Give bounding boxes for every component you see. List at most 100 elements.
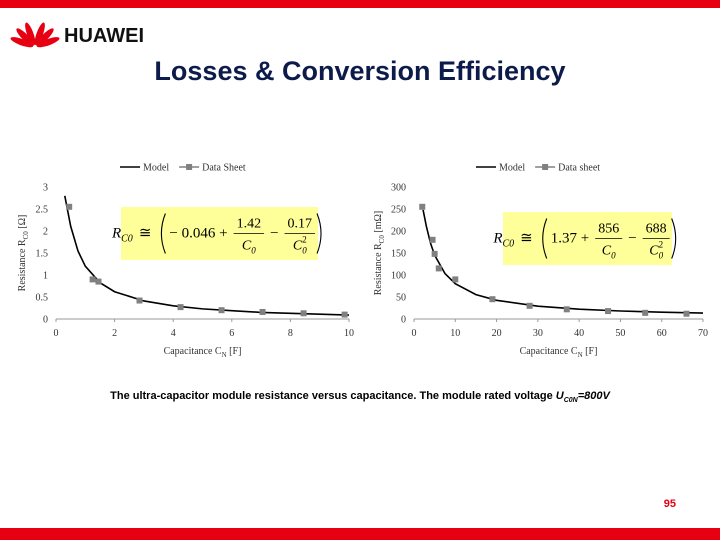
data-point <box>431 250 438 257</box>
x-tick-label: 8 <box>288 328 293 339</box>
data-point <box>218 307 225 314</box>
legend-marker <box>542 164 549 170</box>
x-label-text: Capacitance C <box>520 346 578 357</box>
x-tick-label: 4 <box>171 328 176 339</box>
x-tick-label: 50 <box>615 328 625 339</box>
logo-petals <box>10 22 60 48</box>
formula-frac1-den: C <box>602 244 612 259</box>
caption-symbol-sub: C0N <box>564 397 579 404</box>
page-number: 95 <box>664 498 676 510</box>
data-point <box>435 265 442 272</box>
data-point <box>429 236 436 243</box>
data-point <box>177 304 184 311</box>
x-tick-label: 0 <box>54 328 59 339</box>
formula-paren-right <box>671 218 677 259</box>
caption-suffix: =800V <box>578 390 612 402</box>
formula-frac1-den-sub: 0 <box>611 251 616 261</box>
formula-op: − <box>270 226 278 242</box>
data-point <box>683 310 690 317</box>
y-tick-label: 150 <box>391 249 406 260</box>
x-tick-label: 60 <box>657 328 667 339</box>
legend-label: Model <box>499 163 525 174</box>
y-label-text: Resistance R <box>17 239 28 291</box>
formula-frac2-den-sub: 0 <box>302 246 307 256</box>
data-point <box>341 311 348 318</box>
formula-paren-right <box>316 213 322 254</box>
formula-frac2-den: C <box>293 239 303 254</box>
formula-frac1-num: 1.42 <box>237 217 262 232</box>
x-tick-label: 70 <box>698 328 708 339</box>
formula-rel: ≅ <box>139 226 152 242</box>
formula-frac1-num: 856 <box>598 222 619 237</box>
data-point <box>136 297 143 304</box>
logo-text: HUAWEI <box>64 25 144 47</box>
formula-paren-left <box>542 218 548 259</box>
x-tick-label: 10 <box>450 328 460 339</box>
data-point <box>300 310 307 317</box>
x-tick-label: 10 <box>344 328 354 339</box>
data-point <box>642 309 649 316</box>
data-point <box>489 296 496 303</box>
y-tick-label: 0.5 <box>36 293 49 304</box>
x-tick-label: 40 <box>574 328 584 339</box>
y-label: Resistance RC0 [Ω] <box>17 215 30 292</box>
data-point <box>95 278 102 285</box>
x-label-sub: N <box>578 351 583 359</box>
data-point <box>419 203 426 210</box>
caption-text: The ultra-capacitor module resistance ve… <box>110 390 556 402</box>
formula-rel: ≅ <box>520 231 533 247</box>
legend-marker <box>186 164 193 170</box>
formula-const: − 0.046 + <box>169 226 227 242</box>
formula-const: 1.37 + <box>551 231 589 247</box>
data-point <box>563 306 570 313</box>
formula-frac1-den: C <box>242 239 252 254</box>
y-tick-label: 2 <box>43 227 48 238</box>
data-point <box>89 276 96 283</box>
y-tick-label: 200 <box>391 227 406 238</box>
formula-lhs-sub: C0 <box>121 234 133 245</box>
x-label-sub: N <box>222 351 227 359</box>
formula: R C0 ≅ − 0.046 +1.42C 0−0.17C 02 <box>111 213 322 256</box>
x-tick-label: 6 <box>229 328 234 339</box>
top-bar <box>0 0 720 8</box>
legend-label: Data sheet <box>558 163 600 174</box>
y-label-text: Resistance R <box>373 243 384 295</box>
y-tick-label: 1.5 <box>36 249 49 260</box>
legend-label: Data Sheet <box>202 163 246 174</box>
formula-frac2-den-sub: 0 <box>659 251 664 261</box>
formula-frac2-den: C <box>649 244 659 259</box>
formula-paren-left <box>160 213 166 254</box>
y-label-unit: [mΩ] <box>373 211 384 235</box>
x-tick-label: 0 <box>412 328 417 339</box>
formula-lhs: R <box>111 226 121 242</box>
y-label-unit: [Ω] <box>17 215 28 232</box>
formula-frac2-den-sup: 2 <box>659 240 664 250</box>
x-label-text: Capacitance C <box>164 346 222 357</box>
x-tick-label: 20 <box>492 328 502 339</box>
data-point <box>259 308 266 315</box>
x-label-unit: [F] <box>583 346 598 357</box>
formula-frac2-den-sup: 2 <box>302 235 307 245</box>
formula-lhs-sub: C0 <box>502 239 514 250</box>
x-tick-label: 2 <box>112 328 117 339</box>
data-point <box>526 302 533 309</box>
formula-frac2-num: 0.17 <box>288 217 313 232</box>
model-line <box>422 209 704 314</box>
y-tick-label: 2.5 <box>36 205 49 216</box>
x-tick-label: 30 <box>533 328 543 339</box>
y-tick-label: 300 <box>391 183 406 194</box>
x-label-unit: [F] <box>227 346 242 357</box>
formula-frac1-den-sub: 0 <box>251 246 256 256</box>
x-label: Capacitance CN [F] <box>164 346 242 359</box>
legend-label: Model <box>143 163 169 174</box>
x-label: Capacitance CN [F] <box>520 346 598 359</box>
caption-symbol: U <box>556 390 565 402</box>
data-point <box>452 276 459 283</box>
y-tick-label: 1 <box>43 271 48 282</box>
data-point <box>66 203 73 210</box>
y-tick-label: 100 <box>391 271 406 282</box>
